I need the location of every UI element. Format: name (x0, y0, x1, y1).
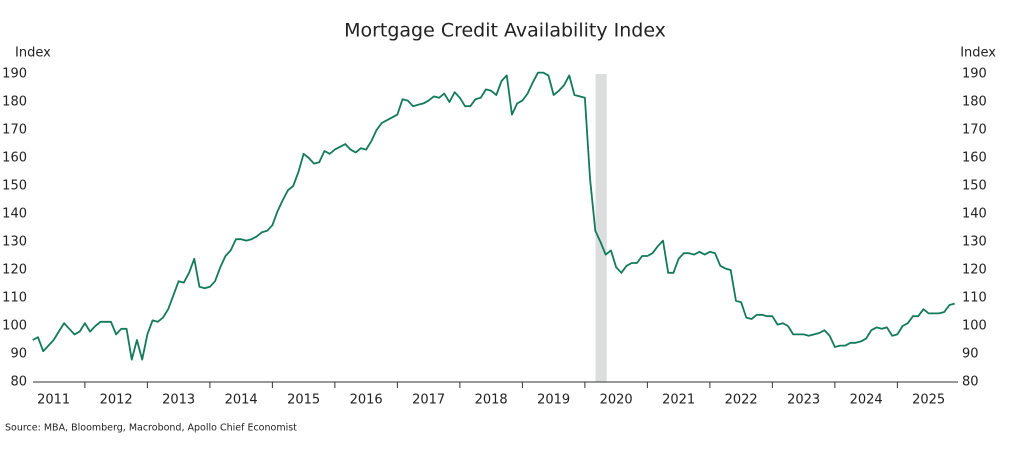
y2-tick-label: 100 (962, 319, 987, 334)
x-tick-label: 2016 (350, 393, 383, 408)
source-note: Source: MBA, Bloomberg, Macrobond, Apoll… (5, 423, 297, 434)
y2-tick-label: 120 (962, 263, 987, 278)
y-tick-label: 140 (2, 207, 27, 222)
x-tick-label: 2019 (537, 393, 570, 408)
y2-tick-label: 110 (962, 291, 987, 306)
x-tick-label: 2021 (662, 393, 695, 408)
y2-axis-label: Index (960, 46, 996, 61)
y2-tick-label: 140 (962, 207, 987, 222)
x-tick-label: 2025 (912, 393, 945, 408)
y-tick-label: 160 (2, 151, 27, 166)
x-tick-label: 2011 (37, 393, 70, 408)
y-tick-label: 130 (2, 235, 27, 250)
x-tick-label: 2013 (162, 393, 195, 408)
y-tick-label: 170 (2, 123, 27, 138)
y2-tick-label: 80 (962, 375, 979, 390)
y-tick-label: 100 (2, 319, 27, 334)
y2-tick-label: 90 (962, 347, 979, 362)
x-tick-label: 2024 (850, 393, 883, 408)
y-tick-label: 90 (10, 347, 27, 362)
y-tick-label: 110 (2, 291, 27, 306)
x-tick-label: 2022 (725, 393, 758, 408)
chart-title: Mortgage Credit Availability Index (344, 20, 666, 42)
x-tick-label: 2018 (475, 393, 508, 408)
x-tick-label: 2023 (787, 393, 820, 408)
y2-tick-label: 190 (962, 67, 987, 82)
y-tick-label: 190 (2, 67, 27, 82)
x-tick-label: 2020 (600, 393, 633, 408)
shaded-span (595, 74, 607, 382)
x-tick-label: 2014 (225, 393, 258, 408)
y2-tick-label: 150 (962, 179, 987, 194)
data-line (32, 71, 955, 361)
y-tick-label: 120 (2, 263, 27, 278)
y-axis-label: Index (15, 46, 51, 61)
y-tick-label: 80 (10, 375, 27, 390)
x-tick-label: 2015 (287, 393, 320, 408)
y2-tick-label: 160 (962, 151, 987, 166)
y2-tick-label: 170 (962, 123, 987, 138)
y2-tick-label: 130 (962, 235, 987, 250)
y2-tick-label: 180 (962, 95, 987, 110)
y-tick-label: 180 (2, 95, 27, 110)
x-tick-label: 2012 (100, 393, 133, 408)
y-tick-label: 150 (2, 179, 27, 194)
x-tick-label: 2017 (412, 393, 445, 408)
